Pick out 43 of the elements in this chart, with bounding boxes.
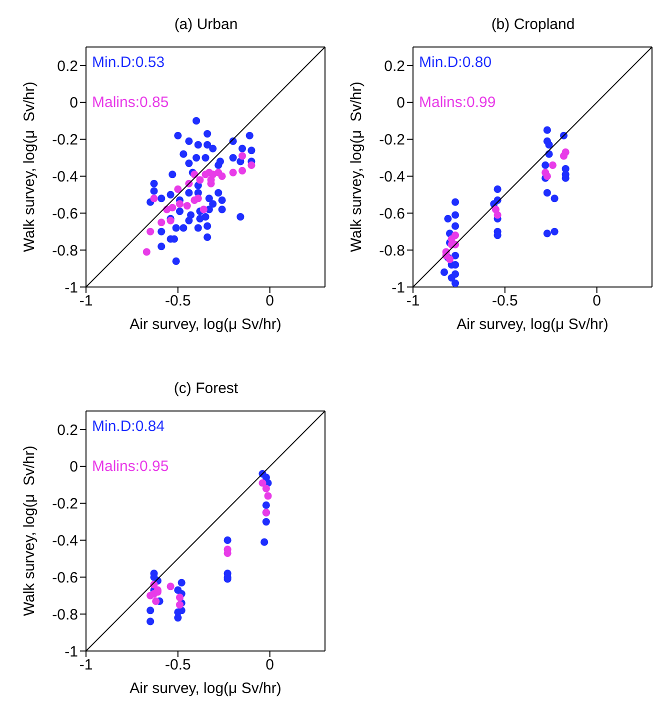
y-tick-label: -0.8 — [52, 242, 78, 260]
y-tick-label: -0.6 — [52, 569, 78, 586]
y-tick-label: -1 — [64, 643, 78, 660]
annotation: Min.D:0.84 — [92, 418, 165, 435]
y-tick-label: 0 — [396, 94, 405, 112]
x-tick-label: -0.5 — [164, 656, 191, 674]
y-tick-label: -0.2 — [379, 132, 405, 149]
y-tick-label: -0.4 — [379, 168, 405, 186]
chart-title: (a) Urban — [173, 16, 239, 33]
y-tick-label: -0.8 — [379, 242, 405, 260]
y-tick-label: -0.2 — [52, 496, 78, 513]
y-tick-label: -0.2 — [52, 132, 78, 149]
y-tick-label: -1 — [64, 279, 78, 296]
y-tick-label: 0.2 — [57, 58, 78, 75]
x-axis-title: Air survey, log(μ Sv/hr) — [130, 680, 282, 697]
y-tick-label: -0.6 — [52, 205, 78, 222]
y-axis-title: Walk survey, log(μ Sv/hr) — [20, 80, 39, 254]
y-axis-title: Walk survey, log(μ Sv/hr) — [20, 444, 39, 618]
y-tick-label: 0 — [70, 94, 78, 112]
x-axis-title: Air survey, log(μ Sv/hr) — [130, 316, 282, 333]
x-axis-title: Air survey, log(μ Sv/hr) — [456, 316, 608, 333]
y-tick-label: -0.8 — [52, 606, 78, 624]
annotation: Malins:0.95 — [92, 458, 169, 475]
y-tick-label: 0 — [70, 458, 78, 476]
y-tick-label: -0.4 — [52, 532, 78, 550]
y-tick-label: -0.4 — [52, 168, 78, 186]
x-tick-label: -1 — [406, 292, 420, 310]
y-tick-label: -0.6 — [379, 205, 405, 222]
annotation: Min.D:0.80 — [419, 54, 492, 71]
x-tick-label: -0.5 — [492, 292, 518, 310]
x-tick-label: 0 — [592, 292, 602, 310]
y-tick-label: 0.2 — [384, 58, 405, 75]
annotation: Malins:0.99 — [419, 94, 496, 111]
x-tick-label: -0.5 — [164, 292, 191, 310]
chart-title: (c) Forest — [172, 380, 240, 397]
x-tick-label: 0 — [266, 292, 274, 310]
annotation: Malins:0.85 — [92, 94, 169, 111]
y-tick-label: -1 — [392, 279, 405, 296]
y-tick-label: 0.2 — [57, 422, 78, 439]
annotation: Min.D:0.53 — [92, 54, 165, 71]
x-tick-label: 0 — [266, 656, 274, 674]
chart-title: (b) Cropland — [490, 16, 576, 33]
y-axis-title: Walk survey, log(μ Sv/hr) — [347, 80, 366, 254]
